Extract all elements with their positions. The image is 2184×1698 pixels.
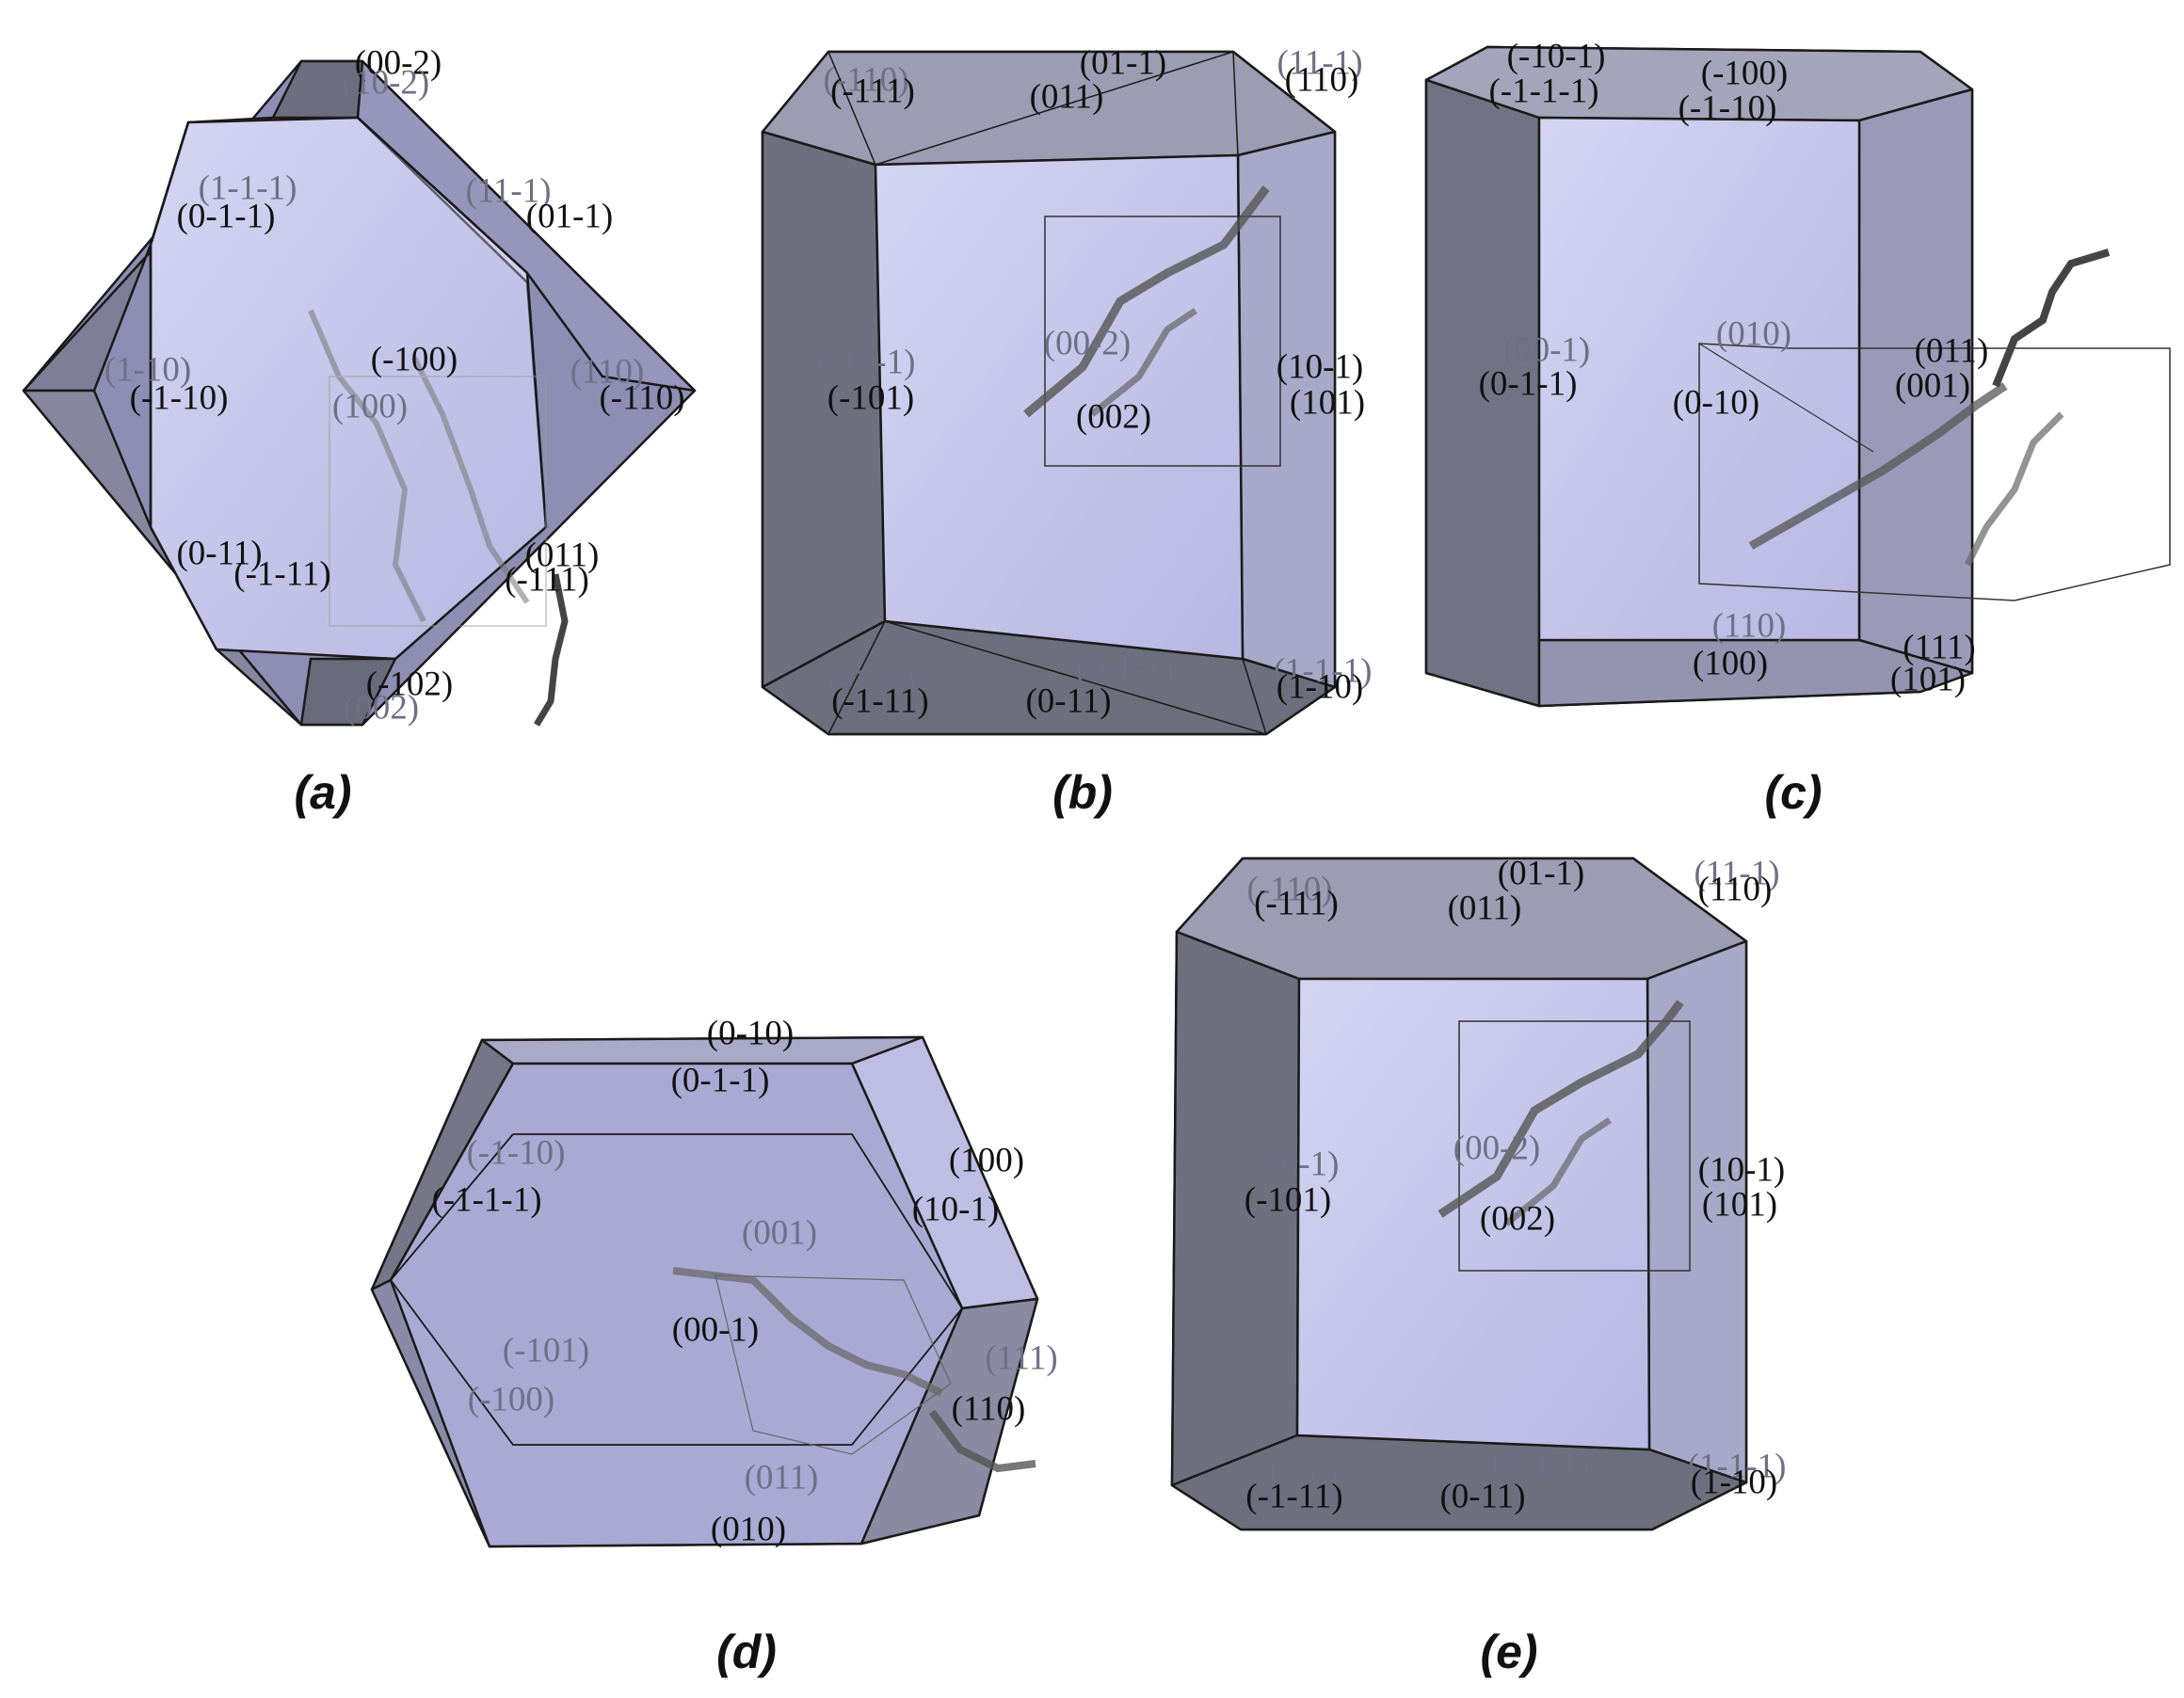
face-label: (-110) <box>599 378 685 418</box>
face-label: (01-1) <box>525 197 614 236</box>
face-label: (-10-1) <box>1506 37 1606 76</box>
face-label: (011) <box>524 536 600 575</box>
face-label: (111) <box>985 1338 1058 1378</box>
face-label: (01-1) <box>1079 43 1167 83</box>
face-label: (-102) <box>365 665 454 704</box>
face-label: (-100) <box>467 1380 555 1419</box>
face-label: (001) <box>1894 366 1971 406</box>
face-label: (-111) <box>1254 884 1339 923</box>
face-label: (00-2) <box>1453 1129 1541 1168</box>
face-label: (-10-1) <box>1240 1145 1340 1184</box>
face-label: (0-1-1) <box>670 1061 770 1100</box>
face-label: (1-1-1) <box>1687 1447 1787 1486</box>
face-label: (00-2) <box>1043 324 1132 363</box>
face-label: (11-1) <box>1277 43 1363 83</box>
face-label: (0-11) <box>1025 681 1112 721</box>
face-label: (-1-11) <box>831 681 929 721</box>
face-label: (-101) <box>1244 1180 1332 1220</box>
face-label: (-1-10) <box>1678 88 1777 128</box>
molecule-c <box>1698 248 2171 601</box>
face-label: (00-1) <box>1502 330 1591 370</box>
face-label: (110) <box>570 352 645 392</box>
face-label: (11-1) <box>465 171 552 211</box>
face-label: (-110) <box>823 60 909 100</box>
face-label: (011) <box>1914 331 1989 371</box>
crystal-d <box>370 1035 1039 1548</box>
face-label: (00-1) <box>671 1310 760 1350</box>
face-label: (-1-1-1) <box>1488 72 1599 111</box>
face-label: (-1-10) <box>466 1133 566 1173</box>
panel-caption-b: (b) <box>1052 766 1113 819</box>
face-label: (-1-11) <box>233 554 331 594</box>
face-label: (1-1-1) <box>1273 651 1373 691</box>
face-label: (11-1) <box>1694 854 1780 893</box>
face-label: (010) <box>710 1510 787 1549</box>
face-label: (0-11) <box>176 534 263 573</box>
face-label: (0-10) <box>706 1014 795 1053</box>
face-label: (011) <box>1447 889 1522 928</box>
face-label: (110) <box>1711 606 1787 646</box>
panel-caption-d: (d) <box>716 1626 777 1678</box>
face-label: (100) <box>948 1141 1025 1180</box>
face-label: (0-10) <box>1672 383 1760 423</box>
face-label: (10-1) <box>1697 1150 1786 1190</box>
face-label: (0-1-1) <box>1491 1444 1591 1483</box>
face-label: (101) <box>1289 383 1366 423</box>
molecule-d <box>672 1267 1036 1473</box>
molecule-b <box>1023 185 1281 467</box>
face-label: (-100) <box>370 340 458 379</box>
face-label: (10-1) <box>1276 347 1364 387</box>
face-label: (-100) <box>1700 54 1789 93</box>
face-label: (011) <box>1029 77 1104 117</box>
face-label: (0-1-1) <box>1075 649 1175 688</box>
face-label: (-1-10) <box>129 378 229 418</box>
face-label: (1-10) <box>1276 667 1364 707</box>
face-label: (110) <box>951 1389 1026 1429</box>
face-label: (-1-1-1) <box>431 1180 542 1220</box>
molecule-e <box>1437 1000 1691 1272</box>
face-label: (1-1-1) <box>198 168 297 208</box>
face-label: (10-1) <box>911 1190 1000 1229</box>
face-label: (-111) <box>505 560 589 600</box>
face-label: (110) <box>1284 60 1359 100</box>
panel-caption-a: (a) <box>294 766 352 819</box>
face-label: (-101) <box>827 378 915 418</box>
face-label: (01-1) <box>1497 854 1585 893</box>
face-label: (101) <box>1889 660 1967 699</box>
face-label: (0-1-1) <box>1478 364 1578 404</box>
molecule-a <box>308 309 547 627</box>
face-label: (011) <box>744 1458 819 1498</box>
face-label: (010) <box>1715 314 1792 354</box>
face-label: (-111) <box>830 72 915 111</box>
face-label: (002) <box>1479 1199 1556 1239</box>
face-label: (111) <box>1903 628 1976 667</box>
face-label: (-1-11) <box>1245 1477 1343 1516</box>
face-label: (1-10) <box>1690 1463 1778 1502</box>
face-label: (110) <box>1697 870 1773 909</box>
face-label: (100) <box>1692 644 1769 683</box>
face-label: (0-11) <box>1439 1477 1526 1516</box>
face-label: (10-2) <box>342 63 430 103</box>
panel-caption-e: (e) <box>1480 1626 1538 1678</box>
face-label: (002) <box>343 688 420 728</box>
face-label: (-10-1) <box>816 343 916 382</box>
face-label: (002) <box>1075 397 1152 437</box>
face-label: (101) <box>1701 1185 1778 1225</box>
face-label: (1-10) <box>104 350 192 390</box>
molecule-a-tail <box>533 573 569 727</box>
face-label: (00-2) <box>354 43 442 83</box>
face-label: (-1-10) <box>1240 1458 1340 1498</box>
face-label: (100) <box>331 387 409 426</box>
face-label: (0-1-1) <box>176 197 276 236</box>
face-label: (-101) <box>502 1331 590 1370</box>
panel-caption-c: (c) <box>1764 766 1823 819</box>
face-label: (-110) <box>1246 870 1333 909</box>
face-label: (001) <box>741 1213 818 1253</box>
face-label: (-1-10) <box>827 663 927 702</box>
